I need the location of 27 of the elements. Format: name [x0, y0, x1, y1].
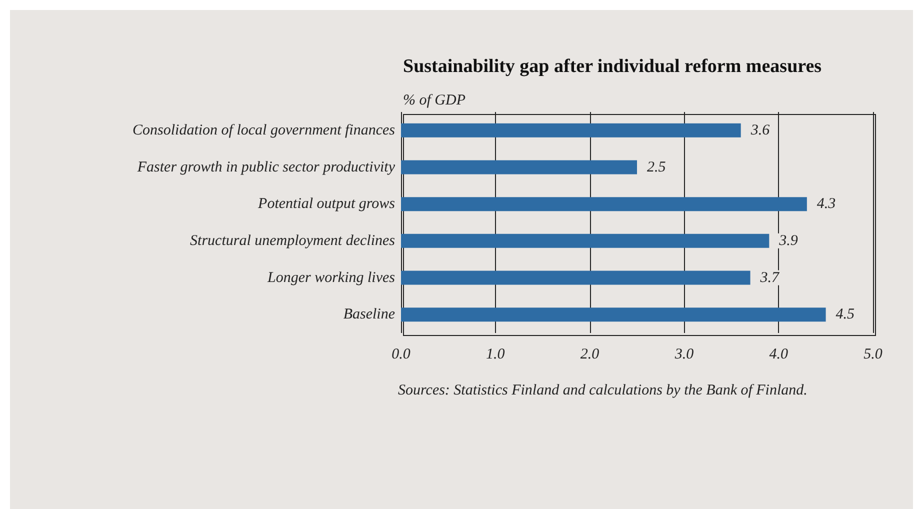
x-tick-label: 0.0 [392, 346, 411, 362]
data-label: 3.6 [750, 122, 770, 138]
x-tick-label: 5.0 [864, 346, 883, 362]
y-tick-label: Potential output grows [257, 196, 396, 212]
bar [401, 123, 741, 138]
x-tick-label: 4.0 [769, 346, 788, 362]
chart-title: Sustainability gap after individual reform measures [403, 56, 822, 77]
data-label: 3.7 [759, 270, 781, 286]
y-tick-label: Baseline [343, 306, 396, 323]
x-tick-label: 3.0 [674, 346, 694, 362]
x-tick-label: 1.0 [486, 346, 506, 362]
source-note: Sources: Statistics Finland and calculations by the Bank of Finland. [398, 382, 808, 398]
bar [401, 234, 770, 248]
x-tick-label: 2.0 [580, 346, 600, 362]
x-axis-title: % of GDP [403, 92, 466, 108]
data-label: 4.3 [816, 196, 836, 212]
data-label: 3.9 [778, 232, 798, 249]
y-tick-label: Consolidation of local government finances [132, 122, 396, 138]
bar [401, 270, 750, 285]
y-tick-label: Structural unemployment declines [190, 232, 396, 249]
y-tick-label: Faster growth in public sector productivity [136, 159, 396, 176]
bar [401, 308, 826, 322]
bar [401, 197, 807, 212]
y-tick-label: Longer working lives [266, 270, 396, 286]
bar [401, 160, 637, 174]
data-label: 4.5 [836, 306, 856, 323]
data-label: 2.5 [647, 159, 666, 176]
